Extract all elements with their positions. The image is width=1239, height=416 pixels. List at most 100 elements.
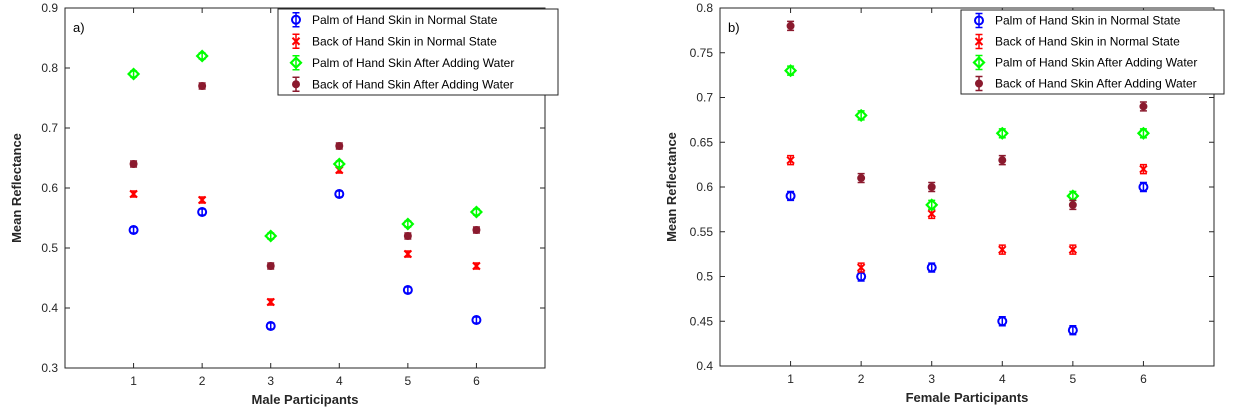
- series-3: [127, 49, 483, 243]
- y-tick-label: 0.6: [41, 181, 58, 195]
- y-tick-label: 0.5: [696, 270, 713, 284]
- data-point: [1068, 245, 1078, 254]
- series-3: [784, 64, 1150, 212]
- legend-label: Palm of Hand Skin in Normal State: [995, 14, 1181, 28]
- series-4: [129, 82, 481, 270]
- x-tick-label: 3: [928, 372, 935, 386]
- legend-marker: [974, 15, 984, 26]
- y-tick-label: 0.7: [696, 91, 713, 105]
- legend-label: Back of Hand Skin After Adding Water: [312, 77, 514, 91]
- data-point: [197, 195, 207, 205]
- x-tick-label: 3: [267, 374, 274, 388]
- series-2: [129, 165, 481, 307]
- y-axis-label: Mean Reflectance: [9, 133, 24, 243]
- legend-marker: [292, 80, 300, 89]
- data-point: [927, 209, 936, 219]
- data-point: [1139, 102, 1148, 111]
- data-point: [128, 225, 139, 235]
- data-point: [335, 142, 344, 150]
- series-1: [785, 181, 1149, 336]
- y-tick-label: 0.45: [690, 314, 714, 328]
- legend-label: Back of Hand Skin in Normal State: [312, 34, 497, 48]
- legend-marker: [289, 56, 303, 70]
- x-tick-label: 1: [787, 372, 794, 386]
- data-point: [403, 249, 413, 259]
- data-point: [998, 156, 1007, 165]
- legend-label: Back of Hand Skin After Adding Water: [995, 77, 1197, 91]
- y-tick-label: 0.55: [690, 225, 714, 239]
- y-tick-label: 0.65: [690, 135, 714, 149]
- x-tick-label: 4: [999, 372, 1006, 386]
- x-tick-label: 2: [199, 374, 206, 388]
- data-point: [471, 315, 482, 325]
- y-tick-label: 0.8: [696, 1, 713, 15]
- x-tick-label: 6: [473, 374, 480, 388]
- y-tick-label: 0.3: [41, 361, 58, 375]
- x-axis-label: Female Participants: [906, 390, 1029, 405]
- data-point: [1139, 164, 1148, 174]
- y-tick-label: 0.4: [696, 359, 713, 373]
- legend-label: Palm of Hand Skin After Adding Water: [995, 56, 1197, 70]
- data-point: [469, 205, 483, 219]
- data-point: [856, 263, 866, 272]
- x-tick-label: 6: [1140, 372, 1147, 386]
- panel-label: b): [728, 20, 740, 35]
- data-point: [784, 64, 798, 78]
- series-2: [786, 154, 1148, 273]
- data-point: [472, 261, 481, 271]
- y-tick-label: 0.9: [41, 1, 58, 15]
- legend: Palm of Hand Skin in Normal State Back of…: [960, 9, 1225, 95]
- data-point: [998, 245, 1007, 254]
- legend-marker: [975, 79, 983, 88]
- data-point: [332, 157, 346, 171]
- data-point: [401, 217, 415, 231]
- x-tick-label: 2: [858, 372, 865, 386]
- legend-marker: [974, 37, 984, 46]
- data-point: [1067, 325, 1078, 336]
- data-point: [403, 232, 412, 240]
- series-1: [128, 189, 482, 331]
- legend-marker: [291, 14, 301, 25]
- y-tick-label: 0.6: [696, 180, 713, 194]
- y-axis-label: Mean Reflectance: [664, 132, 679, 242]
- data-point: [472, 226, 481, 234]
- legend-box: [960, 9, 1225, 95]
- data-point: [265, 321, 276, 331]
- x-axis-label: Male Participants: [252, 392, 359, 407]
- data-point: [127, 67, 141, 81]
- data-point: [197, 207, 208, 217]
- legend-label: Palm of Hand Skin After Adding Water: [312, 56, 514, 70]
- data-point: [264, 229, 278, 243]
- y-tick-label: 0.4: [41, 301, 58, 315]
- data-point: [195, 49, 209, 63]
- data-point: [995, 126, 1009, 140]
- data-point: [1136, 126, 1150, 140]
- legend-label: Palm of Hand Skin in Normal State: [312, 13, 498, 27]
- chart-panel-1: 0.3 0.4 0.5 0.6 0.7 0.8 0.9 1 2 3 4 5 6 Male Particip…: [9, 1, 559, 407]
- y-tick-label: 0.7: [41, 121, 58, 135]
- data-point: [129, 189, 138, 199]
- x-tick-label: 5: [405, 374, 412, 388]
- data-point: [785, 190, 796, 201]
- series-4: [786, 20, 1148, 211]
- chart-panel-2: 0.4 0.45 0.5 0.55 0.6 0.65 0.7 0.75 0.8 1 2 3 4 5 6 Fem…: [664, 1, 1225, 405]
- legend-label: Back of Hand Skin in Normal State: [995, 35, 1180, 49]
- data-point: [1138, 182, 1149, 192]
- x-tick-label: 5: [1070, 372, 1077, 386]
- y-tick-label: 0.75: [690, 46, 714, 60]
- data-point: [857, 174, 866, 183]
- y-tick-label: 0.8: [41, 61, 58, 75]
- data-point: [266, 297, 275, 307]
- data-point: [334, 189, 345, 199]
- data-point: [925, 198, 939, 212]
- x-tick-label: 1: [130, 374, 137, 388]
- data-point: [927, 183, 936, 191]
- data-point: [1068, 200, 1077, 209]
- data-point: [129, 160, 138, 168]
- data-point: [402, 285, 413, 295]
- y-tick-label: 0.5: [41, 241, 58, 255]
- data-point: [786, 155, 795, 165]
- data-point: [198, 82, 207, 90]
- data-point: [997, 316, 1008, 327]
